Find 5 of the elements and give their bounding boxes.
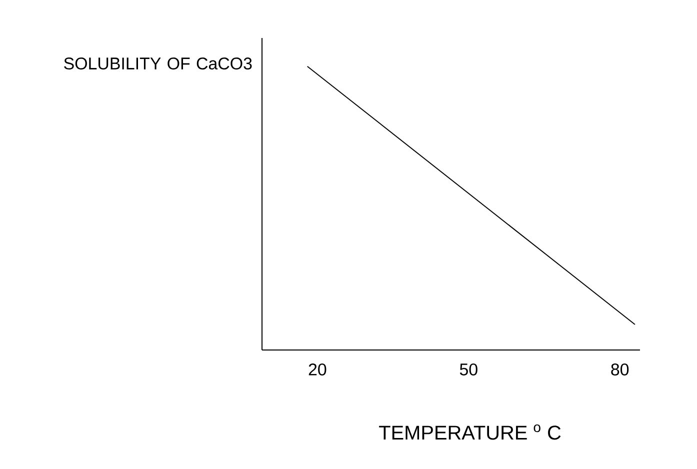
- y-axis-title: SOLUBILITY OF CaCO3: [64, 58, 252, 70]
- x-tick-label: 20: [308, 363, 326, 376]
- x-axis-title: TEMPERATURE $^{o}$ C: [379, 424, 561, 440]
- x-tick-label: 50: [460, 363, 478, 376]
- x-tick-label: 80: [611, 363, 629, 376]
